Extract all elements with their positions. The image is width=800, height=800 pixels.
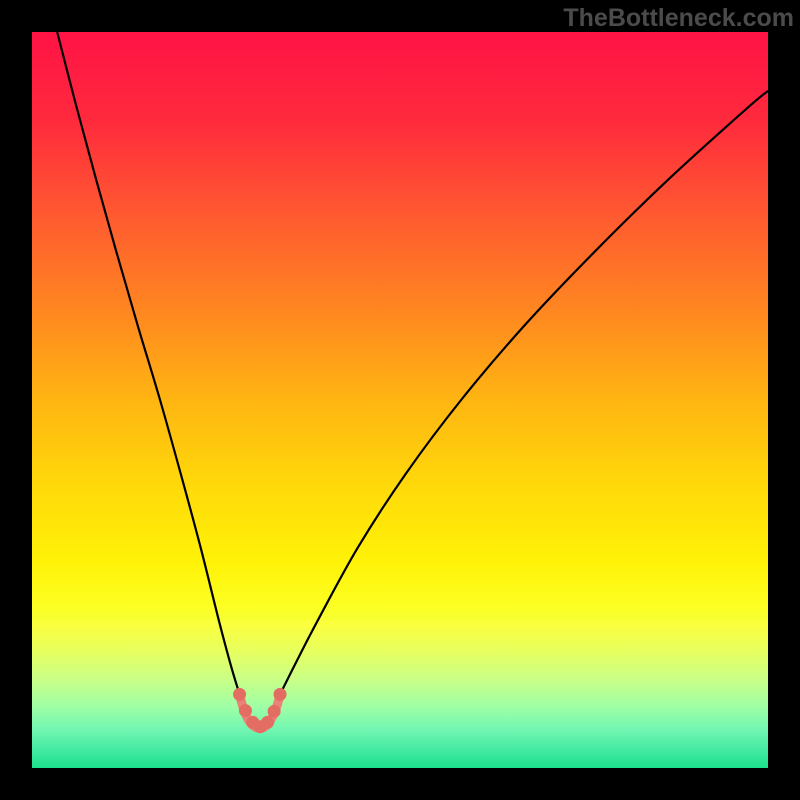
plot-area [32, 32, 768, 768]
bottleneck-chart [0, 0, 800, 800]
valley-dot [239, 704, 252, 717]
valley-dot [268, 705, 281, 718]
valley-dot [233, 688, 246, 701]
bottom-band [32, 621, 768, 768]
valley-dot [261, 716, 274, 729]
watermark-text: TheBottleneck.com [563, 4, 794, 33]
valley-dot [274, 688, 287, 701]
